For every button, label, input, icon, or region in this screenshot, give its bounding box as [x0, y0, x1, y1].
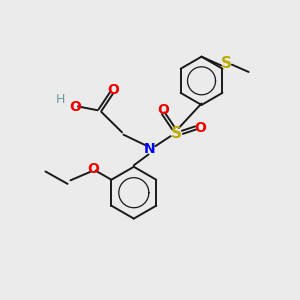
Text: S: S — [221, 56, 232, 70]
Text: O: O — [157, 103, 169, 117]
Text: N: N — [144, 142, 156, 155]
Text: S: S — [171, 126, 182, 141]
Text: H: H — [56, 93, 65, 106]
Text: O: O — [87, 162, 99, 176]
Text: O: O — [69, 100, 81, 114]
Text: O: O — [107, 82, 119, 97]
Text: O: O — [194, 121, 206, 135]
